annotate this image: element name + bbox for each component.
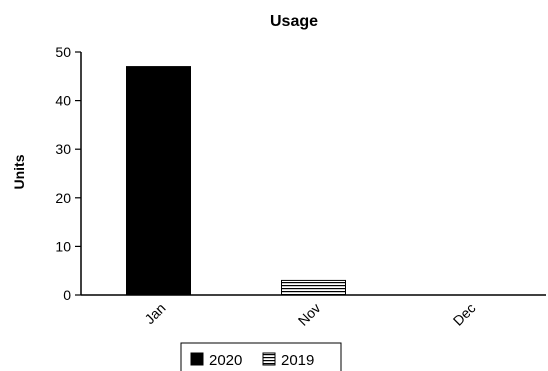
legend: 2020 2019 [180,342,342,371]
legend-label-2020: 2020 [209,352,242,369]
y-tick-label: 50 [55,44,71,60]
chart-title: Usage [270,13,318,30]
y-tick-label: 0 [63,287,71,303]
y-tick-label: 20 [55,190,71,206]
y-tick-label: 40 [55,93,71,109]
bar-jan-2020 [126,66,191,296]
bars-group [126,66,346,296]
x-tick-label: Dec [450,300,479,329]
legend-label-2019: 2019 [281,352,314,369]
legend-swatch-2019 [262,352,276,366]
x-axis-ticks: Jan Nov Dec [141,300,478,329]
x-tick-label: Jan [141,300,168,327]
bar-nov-2019 [281,279,346,296]
y-axis-ticks: 0 10 20 30 40 50 [55,44,81,303]
legend-box [180,342,342,371]
legend-swatch-2020 [190,352,204,366]
y-tick-label: 10 [55,238,71,254]
y-tick-label: 30 [55,141,71,157]
y-axis-label: Units [11,154,27,189]
x-tick-label: Nov [295,300,324,329]
